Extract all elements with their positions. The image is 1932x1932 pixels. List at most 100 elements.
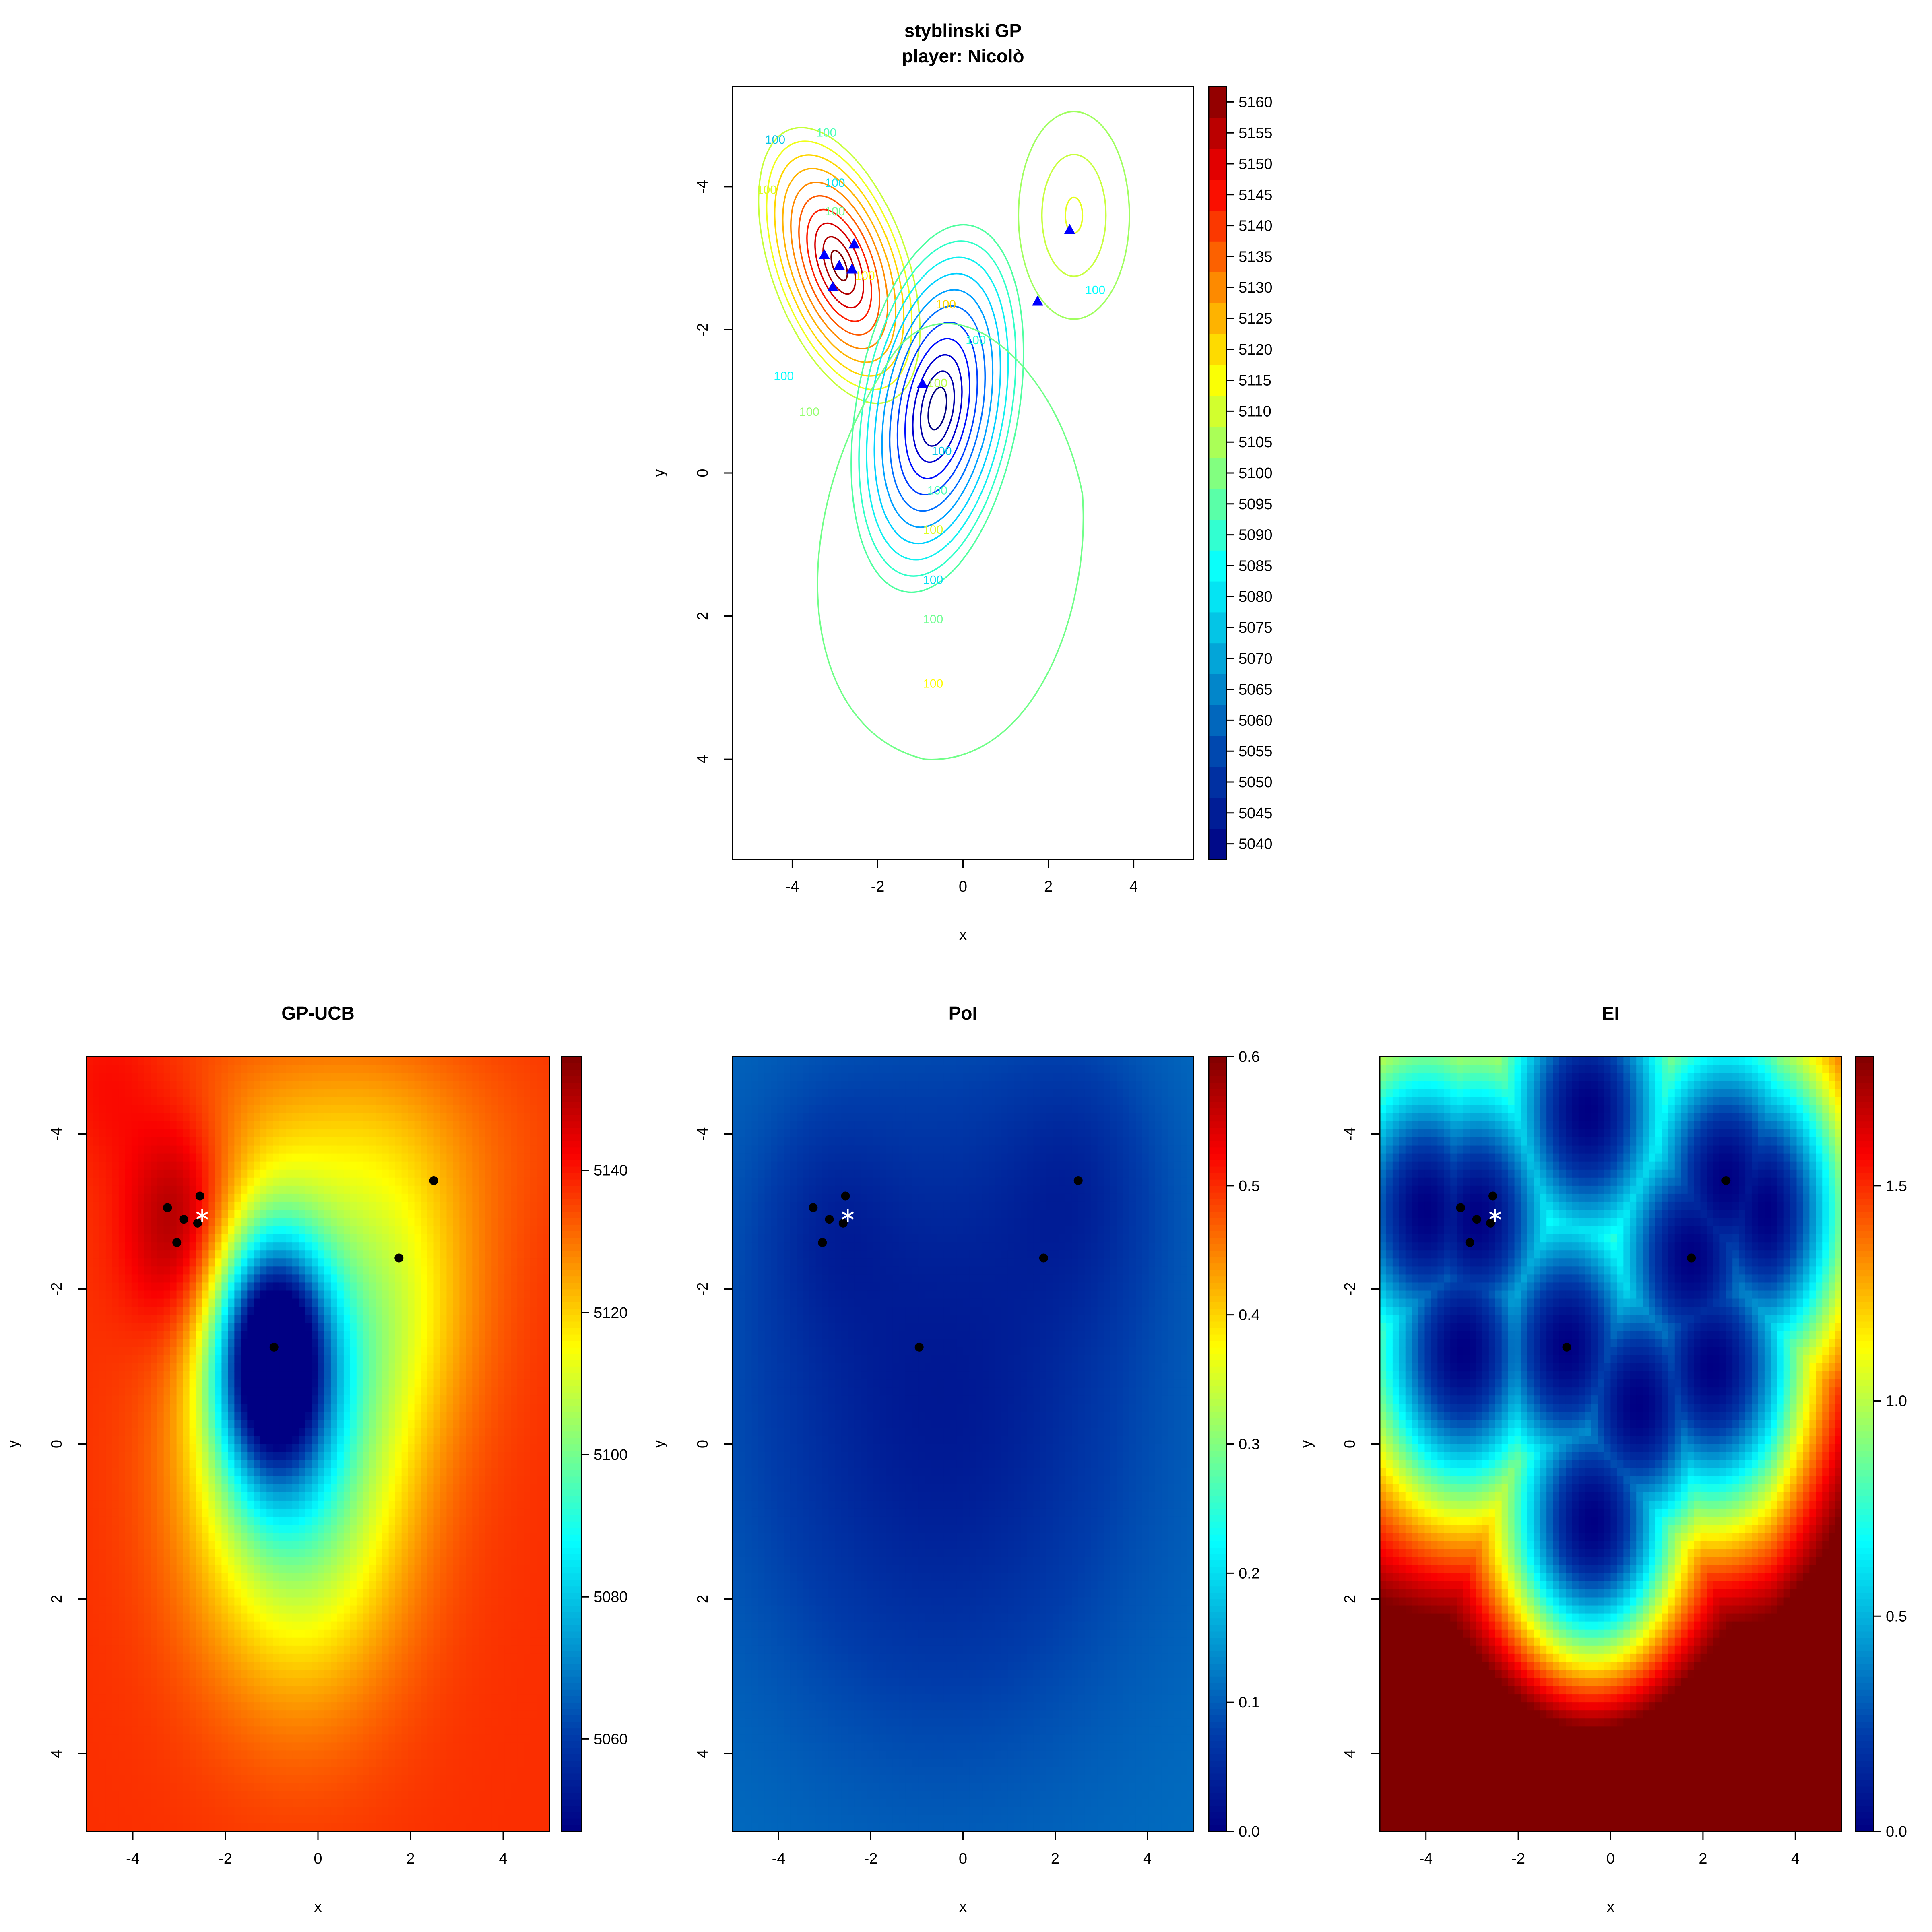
heatmap-cell: [93, 1501, 100, 1509]
heatmap-cell: [125, 1646, 132, 1654]
heatmap-cell: [324, 1468, 331, 1477]
heatmap-cell: [177, 1678, 184, 1686]
heatmap-cell: [106, 1073, 113, 1081]
heatmap-cell: [279, 1815, 286, 1824]
heatmap-cell: [382, 1606, 389, 1614]
colorbar-swatch: [1209, 303, 1226, 334]
heatmap-cell: [357, 1315, 363, 1323]
heatmap-cell: [144, 1452, 151, 1461]
heatmap-cell: [119, 1226, 126, 1234]
heatmap-cell: [260, 1710, 267, 1719]
heatmap-cell: [389, 1476, 396, 1485]
heatmap-cell: [312, 1404, 318, 1412]
heatmap-cell: [389, 1492, 396, 1501]
heatmap-cell: [389, 1694, 396, 1703]
heatmap-cell: [376, 1726, 383, 1735]
heatmap-cell: [299, 1291, 305, 1299]
heatmap-cell: [331, 1412, 338, 1420]
heatmap-cell: [331, 1339, 338, 1348]
heatmap-cell: [93, 1678, 100, 1686]
heatmap-cell: [93, 1815, 100, 1824]
heatmap-cell: [299, 1541, 305, 1549]
heatmap-cell: [208, 1274, 215, 1283]
heatmap-cell: [119, 1420, 126, 1428]
heatmap-cell: [402, 1105, 409, 1113]
heatmap-cell: [273, 1694, 280, 1703]
heatmap-cell: [337, 1517, 344, 1525]
heatmap-cell: [286, 1662, 293, 1670]
heatmap-cell: [164, 1742, 171, 1751]
heatmap-cell: [99, 1638, 106, 1646]
heatmap-cell: [337, 1420, 344, 1428]
heatmap-cell: [234, 1452, 241, 1461]
heatmap-cell: [196, 1807, 203, 1816]
heatmap-cell: [87, 1509, 93, 1517]
heatmap-cell: [324, 1759, 331, 1767]
heatmap-cell: [208, 1678, 215, 1686]
heatmap-cell: [279, 1412, 286, 1420]
heatmap-cell: [183, 1226, 190, 1234]
heatmap-cell: [318, 1767, 325, 1775]
heatmap-cell: [292, 1242, 299, 1251]
heatmap-cell: [376, 1702, 383, 1711]
heatmap-cell: [318, 1258, 325, 1267]
heatmap-cell: [234, 1412, 241, 1420]
heatmap-cell: [125, 1137, 132, 1146]
heatmap-cell: [376, 1137, 383, 1146]
heatmap-cell: [260, 1105, 267, 1113]
heatmap-cell: [221, 1614, 228, 1622]
heatmap-cell: [228, 1323, 235, 1331]
heatmap-cell: [376, 1081, 383, 1089]
heatmap-cell: [286, 1759, 293, 1767]
heatmap-cell: [164, 1242, 171, 1251]
heatmap-cell: [183, 1065, 190, 1073]
heatmap-cell: [389, 1146, 396, 1154]
heatmap-cell: [208, 1178, 215, 1186]
heatmap-cell: [112, 1775, 119, 1783]
heatmap-cell: [93, 1759, 100, 1767]
heatmap-cell: [234, 1073, 241, 1081]
heatmap-cell: [299, 1250, 305, 1259]
heatmap-cell: [344, 1395, 351, 1404]
heatmap-cell: [389, 1315, 396, 1323]
heatmap-cell: [99, 1387, 106, 1396]
heatmap-cell: [402, 1501, 409, 1509]
heatmap-cell: [196, 1606, 203, 1614]
heatmap-cell: [292, 1250, 299, 1259]
heatmap-cell: [151, 1379, 158, 1388]
heatmap-cell: [266, 1734, 273, 1743]
heatmap-cell: [125, 1162, 132, 1170]
heatmap-cell: [260, 1234, 267, 1243]
heatmap-cell: [208, 1081, 215, 1089]
heatmap-cell: [382, 1258, 389, 1267]
heatmap-cell: [125, 1823, 132, 1832]
heatmap-cell: [344, 1702, 351, 1711]
heatmap-cell: [292, 1162, 299, 1170]
heatmap-cell: [402, 1557, 409, 1565]
heatmap-cell: [157, 1250, 164, 1259]
heatmap-cell: [93, 1371, 100, 1380]
heatmap-cell: [228, 1589, 235, 1598]
heatmap-cell: [144, 1355, 151, 1364]
heatmap-cell: [266, 1105, 273, 1113]
heatmap-cell: [376, 1291, 383, 1299]
heatmap-cell: [170, 1137, 177, 1146]
heatmap-cell: [144, 1395, 151, 1404]
heatmap-cell: [389, 1734, 396, 1743]
heatmap-cell: [221, 1146, 228, 1154]
heatmap-cell: [112, 1065, 119, 1073]
heatmap-cell: [93, 1509, 100, 1517]
heatmap-cell: [350, 1428, 357, 1436]
heatmap-cell: [350, 1363, 357, 1372]
heatmap-cell: [164, 1718, 171, 1727]
heatmap-cell: [106, 1638, 113, 1646]
heatmap-cell: [170, 1146, 177, 1154]
heatmap-cell: [190, 1622, 196, 1630]
heatmap-cell: [247, 1234, 254, 1243]
heatmap-cell: [132, 1541, 138, 1549]
heatmap-cell: [196, 1137, 203, 1146]
heatmap-cell: [241, 1565, 248, 1573]
contour-label: 100: [757, 184, 777, 197]
heatmap-cell: [318, 1783, 325, 1792]
heatmap-cell: [215, 1371, 222, 1380]
